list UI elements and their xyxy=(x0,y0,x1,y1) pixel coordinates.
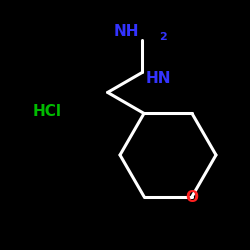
Text: NH: NH xyxy=(114,24,139,40)
Text: HCl: HCl xyxy=(32,104,62,120)
Text: HN: HN xyxy=(145,72,171,86)
Text: O: O xyxy=(186,190,198,205)
Text: 2: 2 xyxy=(159,32,167,42)
